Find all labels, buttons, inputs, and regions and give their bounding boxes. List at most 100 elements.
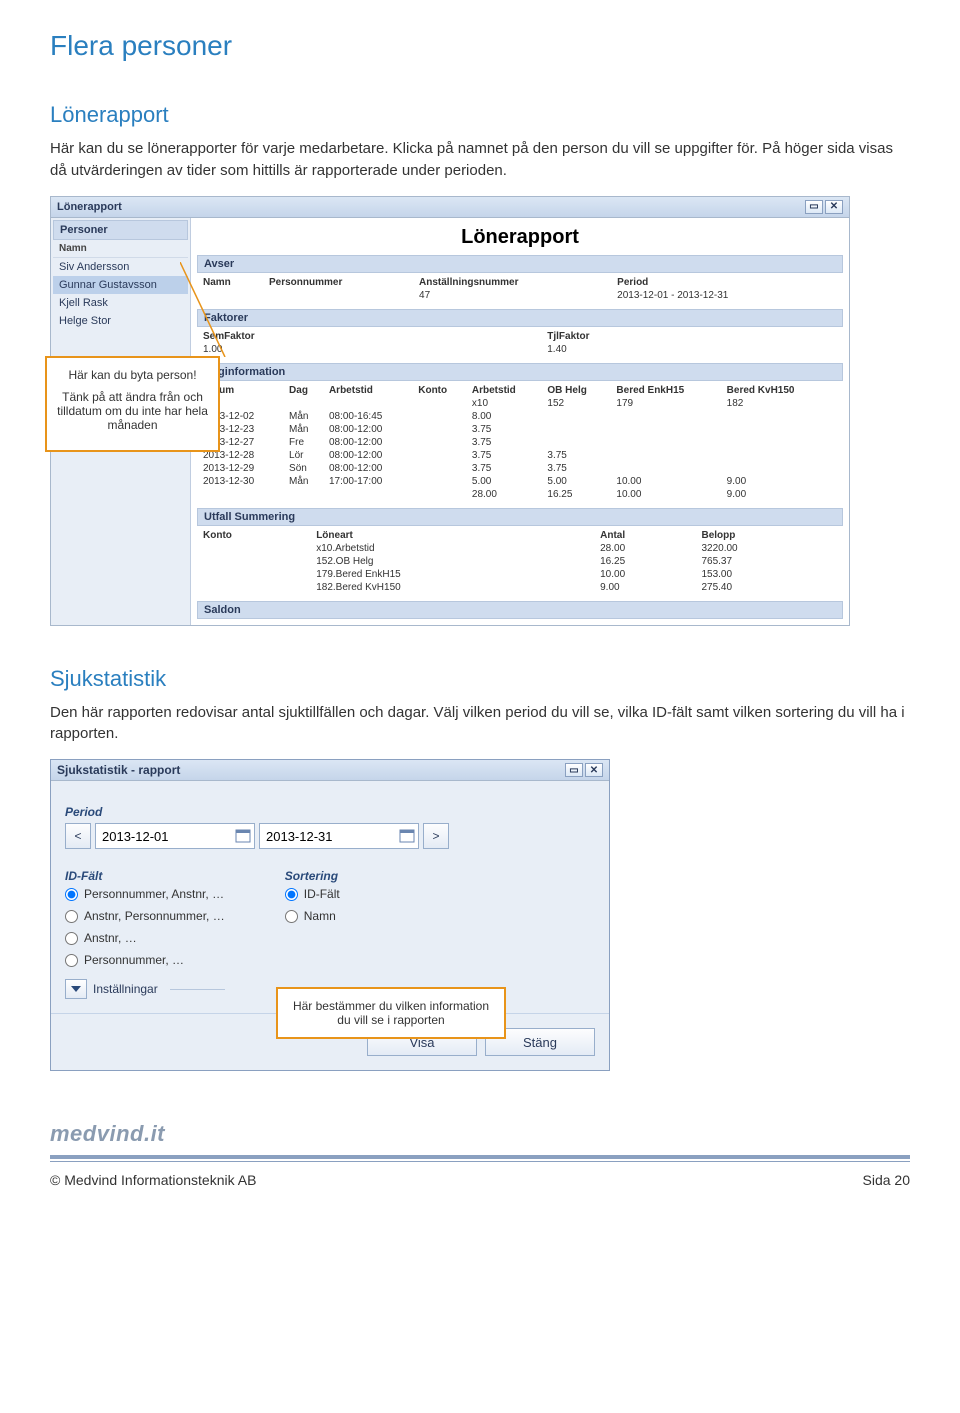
- close-icon[interactable]: ✕: [585, 763, 603, 777]
- radio-idfalt[interactable]: Personnummer, Anstnr, …: [65, 887, 225, 901]
- col-head: Belopp: [701, 529, 837, 542]
- sjukstatistik-window: Sjukstatistik - rapport ▭ ✕ Period < >: [50, 759, 610, 1071]
- cell: [616, 410, 726, 423]
- cell: 152: [547, 397, 616, 410]
- cell: [269, 289, 419, 302]
- cell: [289, 488, 329, 501]
- radio-idfalt[interactable]: Personnummer, …: [65, 953, 225, 967]
- divider: [50, 1161, 910, 1162]
- col-head: Konto: [203, 529, 316, 542]
- cell: [289, 397, 329, 410]
- cell: 3.75: [472, 449, 548, 462]
- col-head: Dag: [289, 384, 329, 397]
- cell: [203, 289, 269, 302]
- prev-period-button[interactable]: <: [65, 823, 91, 849]
- cell: x10.Arbetstid: [316, 542, 600, 555]
- cell: 10.00: [616, 488, 726, 501]
- cell: 08:00-12:00: [329, 436, 418, 449]
- section-faktorer: Faktorer: [197, 309, 843, 327]
- cell: 179.Bered EnkH15: [316, 568, 600, 581]
- footer-page-number: Sida 20: [863, 1172, 910, 1188]
- maximize-icon[interactable]: ▭: [805, 200, 823, 214]
- callout-info: Här bestämmer du vilken information du v…: [276, 987, 506, 1039]
- cell: 3.75: [472, 423, 548, 436]
- cell: [418, 423, 472, 436]
- cell: 17:00-17:00: [329, 475, 418, 488]
- radio-sortering[interactable]: Namn: [285, 909, 340, 923]
- cell: 1.00: [203, 343, 547, 356]
- next-period-button[interactable]: >: [423, 823, 449, 849]
- radio-input[interactable]: [65, 932, 78, 945]
- cell: 9.00: [727, 475, 837, 488]
- sidebar-item-person[interactable]: Helge Stor: [53, 312, 188, 330]
- cell: [329, 397, 418, 410]
- cell: 16.25: [547, 488, 616, 501]
- cell: [616, 436, 726, 449]
- table-utfall: KontoLöneartAntalBeloppx10.Arbetstid28.0…: [203, 529, 837, 594]
- cell: 2013-12-01 - 2013-12-31: [617, 289, 837, 302]
- cell: 08:00-16:45: [329, 410, 418, 423]
- section-title-sjuk: Sjukstatistik: [50, 666, 910, 692]
- table-avser: Namn Personnummer Anställningsnummer Per…: [203, 276, 837, 302]
- cell: Fre: [289, 436, 329, 449]
- close-icon[interactable]: ✕: [825, 200, 843, 214]
- cell: 182.Bered KvH150: [316, 581, 600, 594]
- cell: [203, 581, 316, 594]
- cell: 2013-12-30: [203, 475, 289, 488]
- cell: [616, 462, 726, 475]
- cell: 3220.00: [701, 542, 837, 555]
- sidebar-item-person[interactable]: Kjell Rask: [53, 294, 188, 312]
- cell: 3.75: [547, 462, 616, 475]
- col-head: Anställningsnummer: [419, 276, 617, 289]
- divider: [50, 1155, 910, 1159]
- cell: 9.00: [727, 488, 837, 501]
- col-head: Löneart: [316, 529, 600, 542]
- cell: 08:00-12:00: [329, 462, 418, 475]
- cell: Mån: [289, 475, 329, 488]
- cell: [418, 449, 472, 462]
- radio-idfalt[interactable]: Anstnr, Personnummer, …: [65, 909, 225, 923]
- section-saldon: Saldon: [197, 601, 843, 619]
- brand-logo: medvind.it: [50, 1121, 910, 1147]
- cell: [203, 568, 316, 581]
- label-period: Period: [65, 795, 595, 823]
- chevron-down-icon: [71, 986, 81, 992]
- radio-input[interactable]: [65, 888, 78, 901]
- cell: [616, 449, 726, 462]
- sidebar-col-name: Namn: [53, 240, 188, 258]
- report-title: Lönerapport: [197, 226, 843, 249]
- settings-label: Inställningar: [93, 982, 158, 996]
- date-from-input[interactable]: [95, 823, 255, 849]
- cell: 5.00: [472, 475, 548, 488]
- radio-sortering[interactable]: ID-Fält: [285, 887, 340, 901]
- cell: [203, 488, 289, 501]
- radio-input[interactable]: [285, 888, 298, 901]
- cell: [727, 423, 837, 436]
- date-to-input[interactable]: [259, 823, 419, 849]
- intro-sjuk: Den här rapporten redovisar antal sjukti…: [50, 702, 910, 746]
- section-avser: Avser: [197, 255, 843, 273]
- page-title: Flera personer: [50, 30, 910, 62]
- cell: Mån: [289, 410, 329, 423]
- sidebar-item-person[interactable]: Gunnar Gustavsson: [53, 276, 188, 294]
- radio-input[interactable]: [65, 954, 78, 967]
- window-title: Lönerapport: [57, 201, 122, 213]
- sidebar-item-person[interactable]: Siv Andersson: [53, 258, 188, 276]
- radio-label: Anstnr, Personnummer, …: [84, 909, 225, 923]
- radio-input[interactable]: [285, 910, 298, 923]
- radio-idfalt[interactable]: Anstnr, …: [65, 931, 225, 945]
- cell: 275.40: [701, 581, 837, 594]
- maximize-icon[interactable]: ▭: [565, 763, 583, 777]
- window-title: Sjukstatistik - rapport: [57, 763, 180, 777]
- cell: 5.00: [547, 475, 616, 488]
- cell: [418, 397, 472, 410]
- table-daginfo: DatumDagArbetstidKontoArbetstidOB HelgBe…: [203, 384, 837, 501]
- radio-input[interactable]: [65, 910, 78, 923]
- cell: 9.00: [600, 581, 701, 594]
- col-head: OB Helg: [547, 384, 616, 397]
- cell: 2013-12-29: [203, 462, 289, 475]
- settings-dropdown-button[interactable]: [65, 979, 87, 999]
- callout-person: Här kan du byta person! Tänk på att ändr…: [45, 356, 220, 452]
- cell: [418, 462, 472, 475]
- cell: [727, 462, 837, 475]
